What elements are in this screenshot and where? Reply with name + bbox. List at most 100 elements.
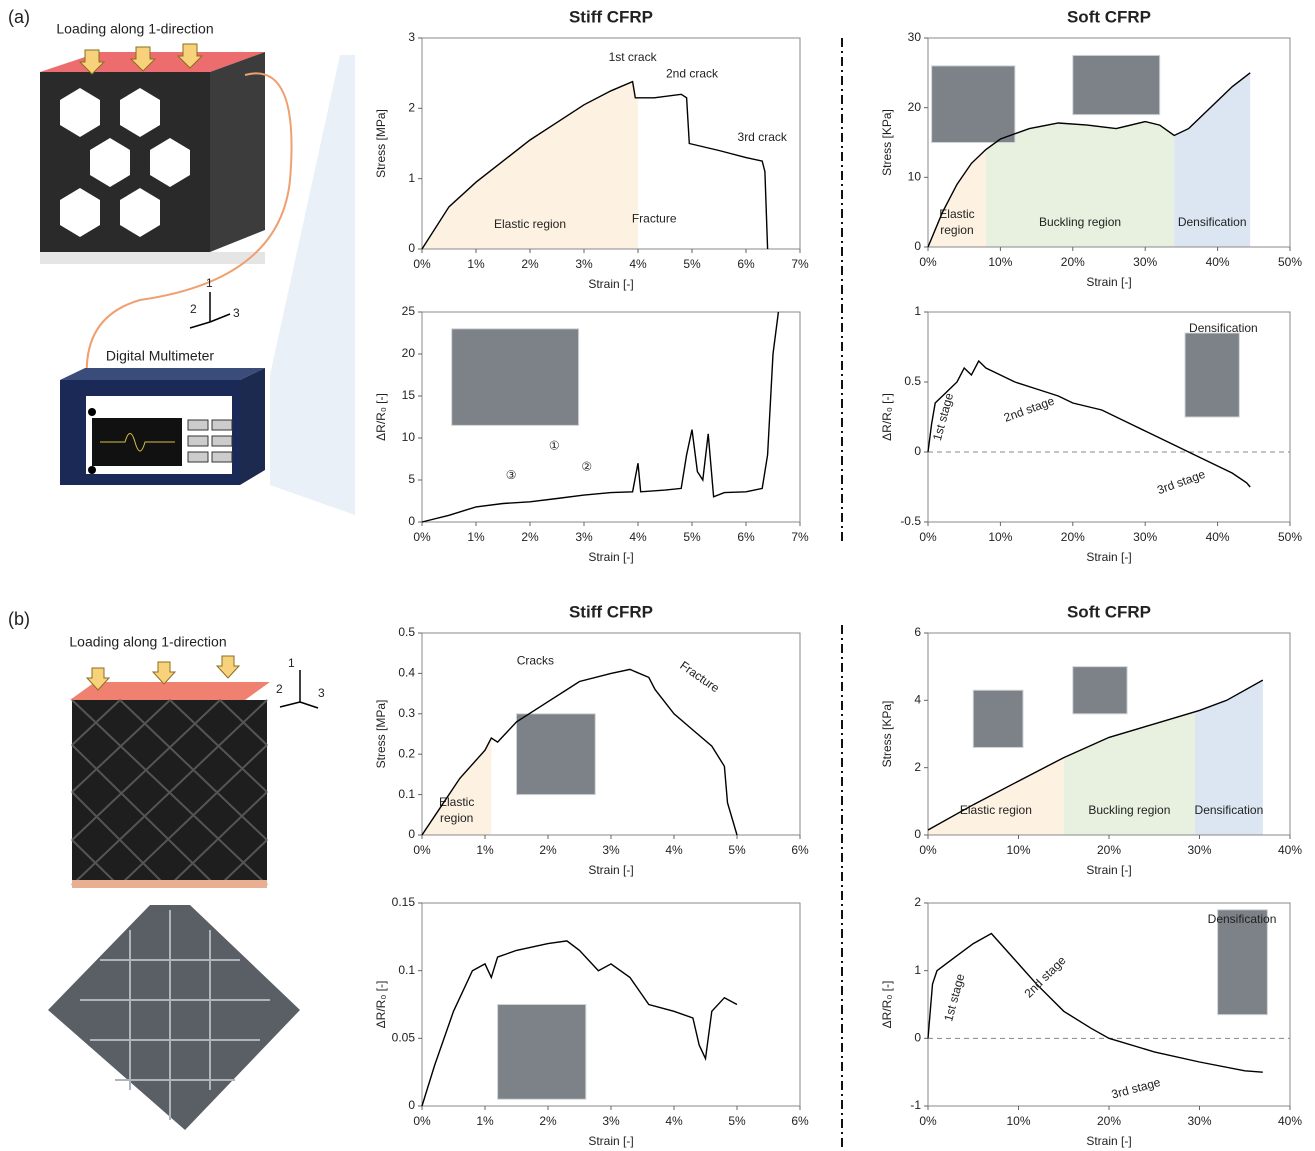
region-label: Elastic region [960,803,1032,817]
x-tick-label: 6% [791,843,809,857]
annotation: Densification [1208,912,1277,926]
x-tick-label: 1% [467,530,485,544]
chart-title: Soft CFRP [1067,602,1151,621]
region-label: Buckling region [1088,803,1170,817]
x-tick-label: 6% [737,530,755,544]
y-tick-label: -0.5 [900,514,921,528]
x-tick-label: 40% [1278,843,1302,857]
panel-label: (b) [8,609,30,629]
x-tick-label: 40% [1278,1114,1302,1128]
y-tick-label: 0.05 [392,1031,416,1045]
x-tick-label: 2% [521,530,539,544]
y-tick-label: 0 [408,514,415,528]
photo-inset [1185,333,1239,417]
region-label-line: region [940,223,973,237]
region-label: Buckling region [1039,215,1121,229]
meter-label: Digital Multimeter [106,348,214,364]
x-tick-label: 20% [1097,843,1121,857]
x-axis-label: Strain [-] [588,550,633,564]
y-tick-label: 5 [408,472,415,486]
chart-title: Stiff CFRP [569,7,653,26]
x-tick-label: 0% [413,530,431,544]
photo-inset [498,1005,586,1100]
figure: (a) Loading along 1-direction 1 2 3 Digi… [0,0,1315,1151]
y-tick-label: 4 [914,693,921,707]
axis-label: 3 [233,306,240,320]
photo-inset [1073,55,1160,114]
x-tick-label: 2% [539,843,557,857]
region-label: Densification [1195,803,1264,817]
x-tick-label: 20% [1097,1114,1121,1128]
x-tick-label: 10% [988,530,1012,544]
lattice-illustration [40,44,265,264]
x-tick-label: 10% [988,255,1012,269]
y-tick-label: 0.1 [398,963,415,977]
x-tick-label: 30% [1133,530,1157,544]
annotation: 3rd stage [1155,467,1207,497]
data-line [928,934,1263,1073]
octet-illustration [48,656,300,1130]
axis-label: 1 [206,276,213,290]
y-tick-label: 10 [908,170,922,184]
y-tick-label: 0.5 [904,374,921,388]
axis-label: 1 [288,656,295,670]
y-axis-label: Stress [MPa] [374,109,388,178]
x-tick-label: 50% [1278,530,1302,544]
plot-frame [422,903,800,1106]
x-tick-label: 4% [629,530,647,544]
x-tick-label: 0% [413,1114,431,1128]
x-tick-label: 7% [791,530,809,544]
y-tick-label: 0 [914,239,921,253]
x-axis-label: Strain [-] [588,277,633,291]
y-tick-label: 0 [408,1098,415,1112]
annotation: ③ [506,468,517,482]
x-axis-label: Strain [-] [1086,550,1131,564]
annotation: 2nd stage [1002,394,1057,425]
loading-label: Loading along 1-direction [69,634,226,650]
chart-title: Soft CFRP [1067,7,1151,26]
y-tick-label: 0 [914,827,921,841]
x-tick-label: 2% [521,257,539,271]
x-tick-label: 2% [539,1114,557,1128]
annotation: 1st stage [930,391,956,442]
photo-inset [932,66,1015,143]
photo-inset [1073,667,1127,714]
zoom-cone [270,55,355,515]
x-tick-label: 10% [1006,843,1030,857]
y-tick-label: 1 [914,963,921,977]
annotation: 3rd crack [738,130,788,144]
multimeter [60,368,265,485]
x-tick-label: 3% [575,530,593,544]
y-tick-label: 2 [914,895,921,909]
annotation: ① [549,439,560,453]
x-tick-label: 3% [575,257,593,271]
x-tick-label: 5% [728,843,746,857]
x-tick-label: 50% [1278,255,1302,269]
x-tick-label: 6% [791,1114,809,1128]
axis-triad [280,670,318,708]
x-tick-label: 4% [665,1114,683,1128]
y-tick-label: 0.4 [398,666,415,680]
y-axis-label: ΔR/R₀ [-] [374,393,388,441]
x-tick-label: 30% [1187,843,1211,857]
x-tick-label: 1% [467,257,485,271]
region-label: Elastic region [494,217,566,231]
x-tick-label: 30% [1133,255,1157,269]
y-tick-label: 0 [408,241,415,255]
y-tick-label: 0 [408,827,415,841]
annotation: 1st stage [941,972,967,1023]
annotation: Fracture [677,658,722,695]
x-tick-label: 0% [919,530,937,544]
x-axis-label: Strain [-] [1086,863,1131,877]
x-tick-label: 6% [737,257,755,271]
y-tick-label: 2 [914,760,921,774]
annotation: 3rd stage [1110,1075,1162,1102]
x-tick-label: 7% [791,257,809,271]
x-tick-label: 3% [602,843,620,857]
y-tick-label: 10 [402,430,416,444]
chart-title: Stiff CFRP [569,602,653,621]
x-tick-label: 0% [413,257,431,271]
annotation: Cracks [517,653,554,667]
x-tick-label: 5% [683,257,701,271]
region [928,758,1064,835]
